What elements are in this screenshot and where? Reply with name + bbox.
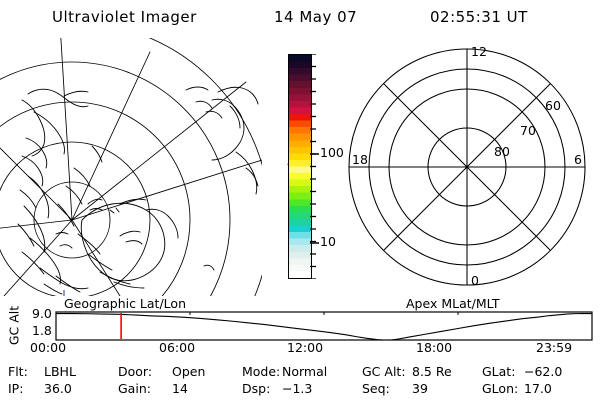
latitude-graticule — [0, 21, 271, 400]
altitude-x-tick-1: 06:00 — [159, 340, 196, 355]
status-footer: Flt: LBHL Door: Open Mode: Normal GC Alt: 8.5 R… — [0, 362, 600, 400]
altitude-plot-panel[interactable]: GC Alt 9.0 1.8 00:00 06:00 12:00 18:00 23:59 — [0, 306, 600, 356]
status-value-row1-4: −62.0 — [524, 364, 563, 379]
altitude-x-tick-0: 00:00 — [30, 340, 67, 355]
mlt-label-18: 18 — [352, 152, 368, 167]
altitude-y-tick-1: 1.8 — [32, 323, 52, 338]
status-label-row2-4: GLon: — [482, 381, 519, 396]
altitude-plot-svg — [55, 311, 593, 341]
status-label-row2-1: Gain: — [118, 381, 151, 396]
mlt-label-0: 0 — [471, 273, 479, 288]
mlat-label-80: 80 — [494, 144, 510, 159]
status-value-row2-2: −1.3 — [282, 381, 313, 396]
altitude-x-tick-3: 18:00 — [416, 340, 453, 355]
geographic-map-svg — [0, 21, 271, 400]
mlat-label-70: 70 — [520, 123, 536, 138]
geographic-map-panel[interactable] — [0, 21, 271, 400]
map-annotations — [109, 207, 120, 214]
apex-dial-caption: Apex MLat/MLT — [406, 296, 500, 311]
geographic-caption: Geographic Lat/Lon — [64, 296, 186, 311]
apex-dial-panel[interactable]: 12 6 0 18 60 70 80 — [334, 38, 600, 296]
status-value-row2-3: 39 — [412, 381, 428, 396]
altitude-y-axis-label: GC Alt — [6, 305, 22, 346]
status-value-row1-3: 8.5 Re — [412, 364, 452, 379]
mlat-label-60: 60 — [545, 98, 561, 113]
altitude-plot-frame — [55, 311, 593, 341]
status-value-row1-2: Normal — [282, 364, 328, 379]
status-label-row1-1: Door: — [118, 364, 153, 379]
status-label-row1-2: Mode: — [242, 364, 281, 379]
altitude-x-tick-4: 23:59 — [536, 340, 573, 355]
dial-axis-diagonal-b — [383, 83, 551, 251]
header-bar: Ultraviolet Imager 14 May 07 02:55:31 UT — [0, 6, 600, 32]
status-value-row1-0: LBHL — [44, 364, 76, 379]
status-label-row2-0: IP: — [8, 381, 24, 396]
status-label-row2-2: Dsp: — [242, 381, 271, 396]
observation-date: 14 May 07 — [274, 8, 358, 26]
coastline-paths — [17, 86, 259, 295]
status-label-row1-0: Flt: — [8, 364, 28, 379]
mlt-label-6: 6 — [574, 152, 582, 167]
status-value-row1-1: Open — [172, 364, 206, 379]
longitude-graticule — [0, 23, 263, 297]
altitude-y-tick-0: 9.0 — [32, 306, 52, 321]
status-label-row2-3: Seq: — [362, 381, 390, 396]
status-value-row2-0: 36.0 — [44, 381, 72, 396]
altitude-x-tick-2: 12:00 — [287, 340, 324, 355]
status-value-row2-1: 14 — [172, 381, 188, 396]
mlt-label-12: 12 — [471, 44, 487, 59]
observation-time: 02:55:31 UT — [430, 8, 528, 26]
status-value-row2-4: 17.0 — [524, 381, 552, 396]
apex-dial-svg: 12 6 0 18 60 70 80 — [348, 44, 586, 288]
colorbar-tick-label-10: 10 — [320, 234, 336, 249]
colorbar-gradient — [288, 54, 312, 279]
colorbar-tick-marks — [310, 54, 319, 279]
status-label-row1-3: GC Alt: — [362, 364, 406, 379]
status-label-row1-4: GLat: — [482, 364, 516, 379]
altitude-trace — [56, 312, 592, 341]
instrument-title: Ultraviolet Imager — [52, 8, 197, 26]
colorbar-tick-label-100: 100 — [320, 145, 344, 160]
